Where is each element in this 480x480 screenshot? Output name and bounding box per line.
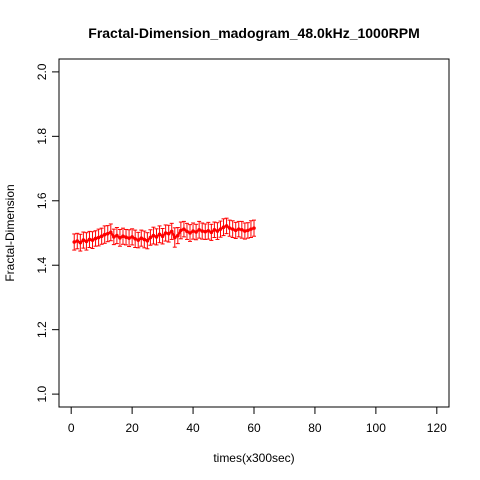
data-point — [240, 227, 244, 232]
x-tick-label: 40 — [186, 421, 200, 435]
data-point — [236, 227, 241, 231]
data-point — [243, 229, 247, 233]
data-point — [188, 231, 192, 235]
data-point — [148, 235, 153, 240]
data-point — [227, 226, 232, 230]
data-point — [139, 236, 144, 240]
data-point — [200, 229, 205, 233]
data-point — [133, 237, 137, 241]
data-point — [182, 227, 186, 231]
data-point — [78, 240, 83, 245]
data-point — [169, 229, 174, 234]
data-point — [224, 224, 229, 228]
y-tick-label: 1.0 — [35, 385, 49, 402]
data-point — [233, 228, 238, 233]
data-point — [81, 238, 86, 242]
data-point — [212, 227, 217, 232]
data-point — [249, 227, 253, 231]
y-axis-label: Fractal-Dimension — [3, 184, 17, 281]
data-point — [108, 230, 113, 235]
data-point — [160, 234, 165, 239]
data-point — [130, 235, 134, 239]
data-point — [75, 239, 80, 243]
data-series — [72, 217, 256, 252]
data-point — [87, 237, 92, 242]
data-point — [154, 235, 159, 239]
data-point — [191, 229, 195, 233]
data-point — [166, 231, 171, 236]
data-point — [194, 230, 198, 234]
data-point — [203, 229, 208, 234]
data-point — [151, 233, 156, 238]
y-tick-label: 2.0 — [35, 63, 49, 80]
x-axis: 0 20 40 60 80 100 120 — [68, 406, 447, 435]
data-point — [72, 240, 77, 244]
data-point — [218, 227, 223, 231]
data-point — [136, 238, 141, 242]
data-point — [93, 236, 98, 241]
data-point — [157, 232, 162, 237]
x-tick-label: 120 — [427, 421, 447, 435]
data-point — [221, 225, 226, 229]
data-point — [176, 233, 180, 238]
x-tick-label: 0 — [68, 421, 75, 435]
data-point — [197, 227, 201, 232]
data-point — [124, 235, 128, 239]
data-point — [127, 236, 131, 240]
data-point — [102, 232, 107, 237]
data-point — [90, 238, 95, 242]
x-tick-label: 60 — [247, 421, 261, 435]
data-point — [185, 229, 189, 234]
y-axis: 1.0 1.2 1.4 1.6 1.8 2.0 — [35, 63, 60, 402]
data-point — [145, 238, 150, 243]
data-point — [215, 229, 220, 233]
data-point — [121, 234, 125, 239]
data-point — [252, 226, 256, 230]
data-point — [105, 231, 110, 236]
data-point — [112, 235, 116, 239]
data-point — [172, 235, 177, 240]
data-point — [142, 237, 147, 242]
y-tick-label: 1.8 — [35, 128, 49, 145]
data-point — [99, 234, 104, 239]
x-axis-label: times(x300sec) — [213, 451, 294, 465]
data-point — [84, 239, 89, 244]
data-point — [96, 235, 101, 240]
data-point — [179, 228, 183, 233]
data-point — [118, 236, 122, 240]
y-tick-label: 1.2 — [35, 321, 49, 338]
chart-title: Fractal-Dimension_madogram_48.0kHz_1000R… — [88, 25, 419, 41]
data-point — [206, 228, 211, 233]
data-point — [209, 230, 214, 235]
y-tick-label: 1.4 — [35, 257, 49, 274]
x-tick-label: 20 — [125, 421, 139, 435]
x-tick-label: 80 — [308, 421, 322, 435]
data-point — [230, 227, 235, 231]
data-point — [163, 231, 168, 235]
x-tick-label: 100 — [366, 421, 386, 435]
data-point — [115, 233, 119, 238]
data-point — [246, 228, 250, 233]
y-tick-label: 1.6 — [35, 192, 49, 209]
